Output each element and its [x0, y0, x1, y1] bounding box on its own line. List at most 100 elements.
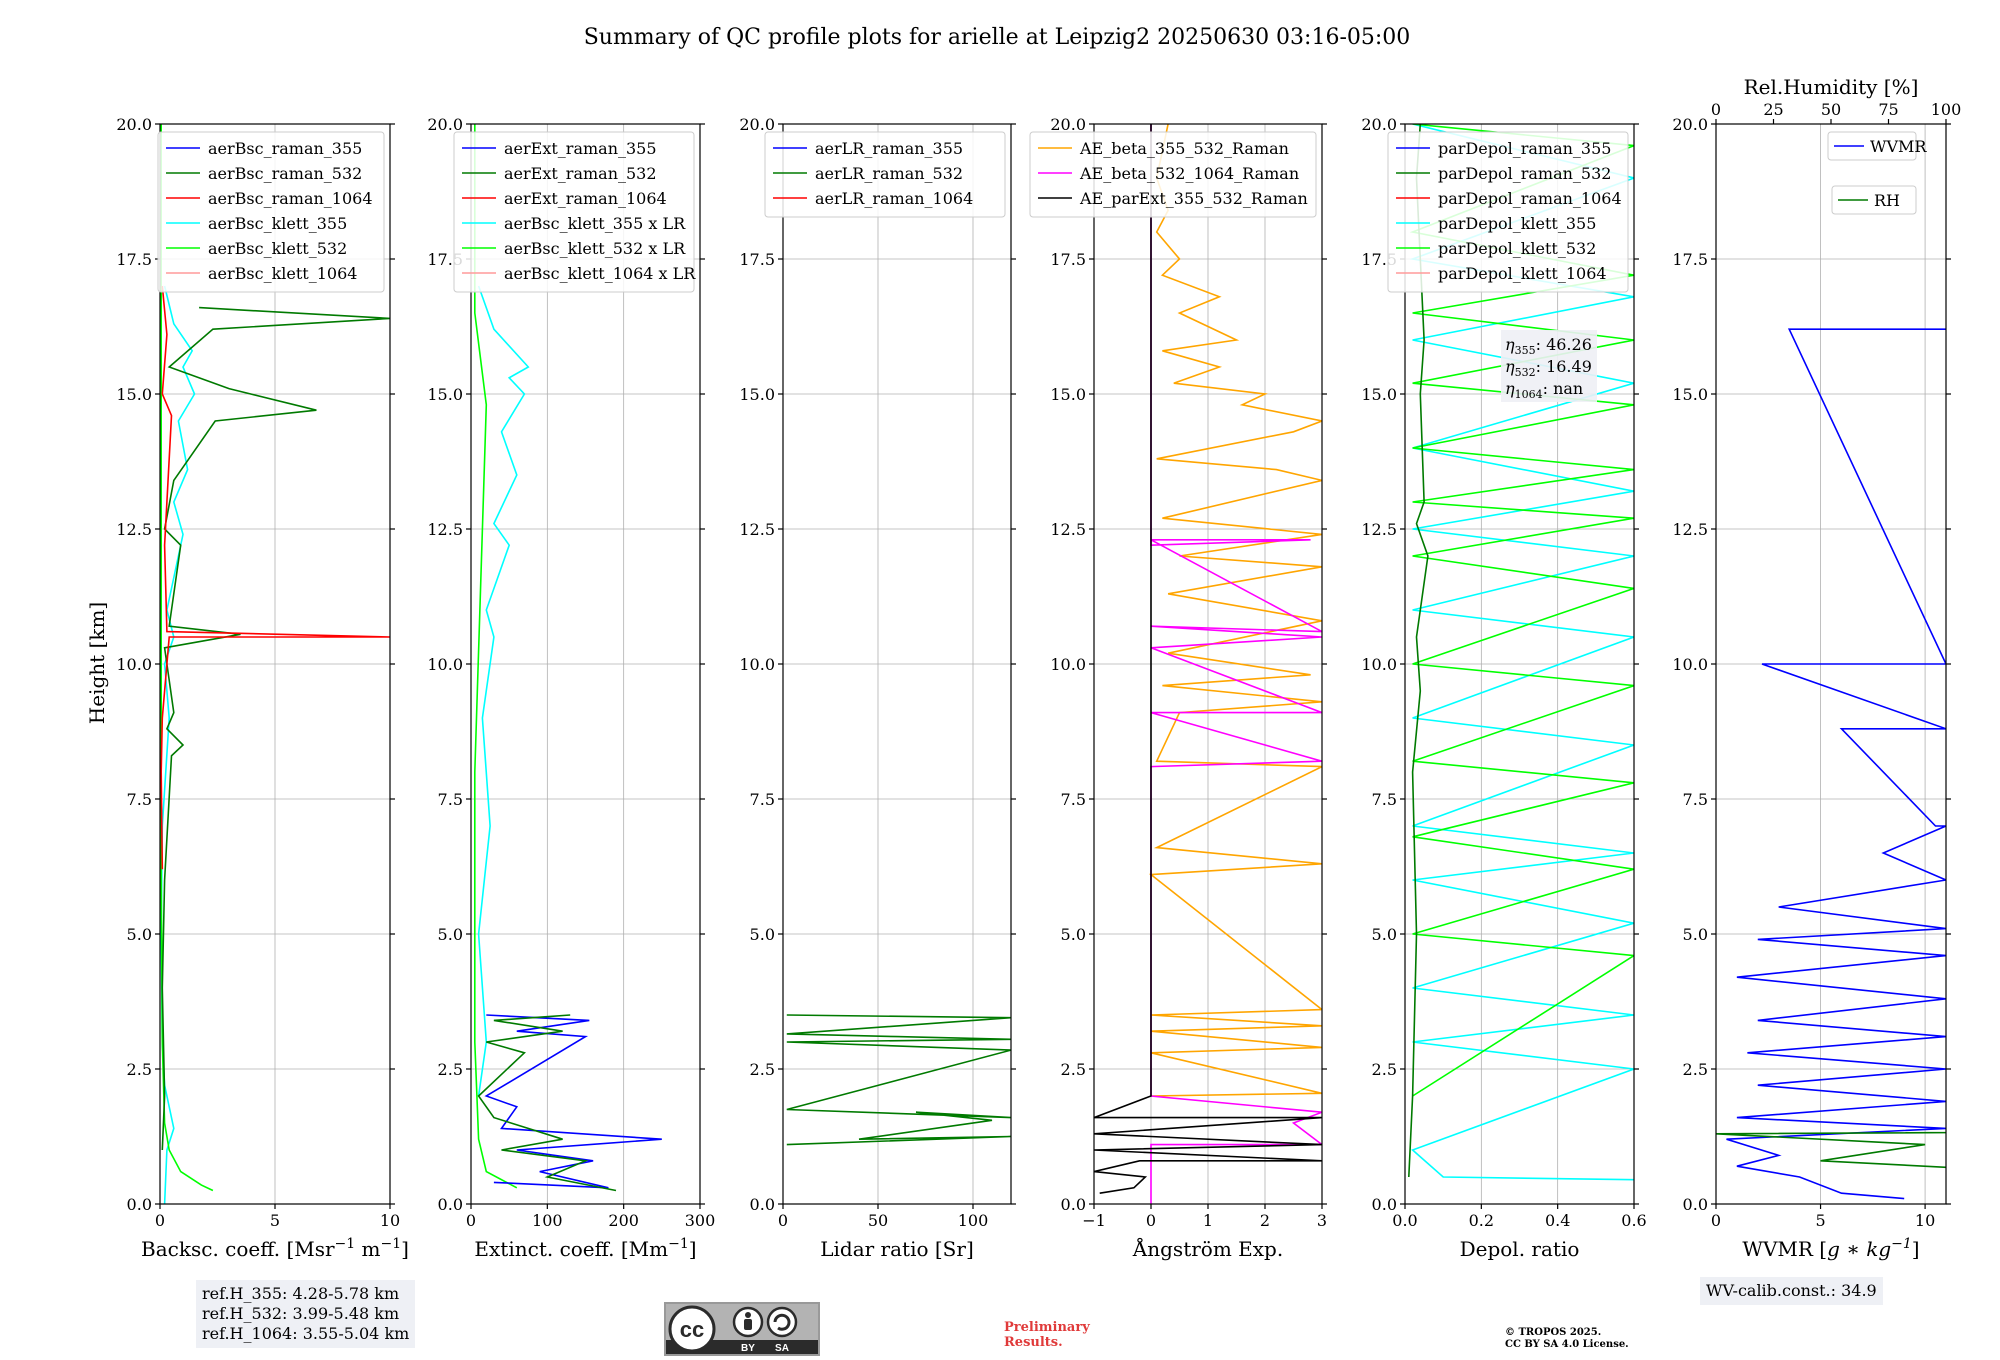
xtick-label: 0	[466, 1211, 476, 1230]
eta-value: : nan	[1543, 379, 1584, 398]
legend-label: aerBsc_klett_355 x LR	[504, 214, 686, 233]
legend-label: parDepol_klett_532	[1438, 239, 1596, 258]
legend-label: aerBsc_raman_355	[208, 139, 362, 158]
legend: aerBsc_raman_355 aerBsc_raman_532 aerBsc_r…	[157, 131, 385, 293]
ref-height-355: ref.H_355: 4.28-5.78 km	[202, 1284, 400, 1303]
series-aerBsc_klett_532 x LR	[473, 124, 518, 1189]
series-aerExt_raman_355	[484, 1014, 662, 1189]
wv-calibration-constant: WV-calib.const.: 34.9	[1706, 1281, 1877, 1300]
xtick-label: 0.6	[1621, 1211, 1646, 1230]
panel-depol: 0.02.55.07.510.012.515.017.520.00.0 0.2 0.…	[1361, 115, 1646, 1261]
ytick-label: 15.0	[1672, 385, 1708, 404]
legend-box	[1387, 131, 1629, 293]
ytick-label: 7.5	[750, 790, 775, 809]
copyright-note: © TROPOS 2025. CC BY SA 4.0 License.	[1505, 1327, 1629, 1351]
data-layer	[473, 124, 662, 1192]
eta-value: : 16.49	[1536, 357, 1592, 376]
ytick-label: 2.5	[1683, 1060, 1708, 1079]
ytick-label: 0.0	[1683, 1195, 1708, 1214]
figure-title: Summary of QC profile plots for arielle …	[584, 25, 1411, 50]
reference-height-box: ref.H_355: 4.28-5.78 km ref.H_532: 3.99-…	[196, 1280, 416, 1348]
x-axis-label: Lidar ratio [Sr]	[820, 1237, 974, 1261]
ytick-label: 12.5	[427, 520, 463, 539]
series-aerBsc_klett_532	[160, 124, 214, 1192]
eta-1064: η1064: nan	[1505, 379, 1583, 401]
ytick-label: 15.0	[1050, 385, 1086, 404]
ytick-label: 5.0	[127, 925, 152, 944]
x-axis-label: Depol. ratio	[1460, 1237, 1580, 1261]
legend: parDepol_raman_355 parDepol_raman_532 parD…	[1387, 131, 1629, 293]
top-xtick-label: 50	[1821, 100, 1841, 119]
data-layer	[1716, 328, 1946, 1200]
legend-box	[1029, 131, 1317, 218]
copyright-line-1: © TROPOS 2025.	[1505, 1327, 1602, 1338]
series-aerExt_raman_532	[477, 1014, 617, 1192]
series-parDepol_klett_355	[1409, 124, 1634, 1181]
x-axis-label: Ångström Exp.	[1132, 1236, 1283, 1261]
xtick-label: 3	[1317, 1211, 1327, 1230]
ytick-label: 0.0	[1372, 1195, 1397, 1214]
ytick-label: 12.5	[116, 520, 152, 539]
cc-circle-icon	[668, 1305, 716, 1353]
legend-label: parDepol_raman_355	[1438, 139, 1611, 158]
panel-bsc: 0.0 2.5 5.0 7.5 10.0 12.5 15.0 17.5 20.0 0 5 10 Back…	[116, 115, 409, 1261]
xtick-label: −1	[1082, 1211, 1106, 1230]
series-AE_beta_532_1064_Raman	[1150, 124, 1322, 1204]
data-layer	[160, 124, 390, 1204]
x-axis-label-part: Lidar ratio [Sr]	[820, 1237, 974, 1261]
series-parDepol_raman_532	[1408, 124, 1429, 1178]
cc-license-badge: cc BY SA	[664, 1302, 820, 1356]
ytick-label: 20.0	[1050, 115, 1086, 134]
series-aerBsc_raman_532	[161, 306, 390, 1151]
x-axis-label-part: Backsc. coeff. [Msr	[141, 1237, 335, 1261]
ytick-label: 10.0	[1672, 655, 1708, 674]
x-axis-label-part: m	[355, 1237, 380, 1261]
legend-box	[764, 131, 1006, 218]
legend-label: aerBsc_klett_532 x LR	[504, 239, 686, 258]
cc-by-label: BY	[741, 1343, 755, 1354]
xtick-label: 0	[155, 1211, 165, 1230]
legend: aerLR_raman_355 aerLR_raman_532 aerLR_rama…	[764, 131, 1006, 218]
legend-label: aerBsc_klett_1064	[208, 264, 357, 283]
xtick-label: 0.2	[1469, 1211, 1494, 1230]
x-axis-label-part: −1	[381, 1236, 402, 1252]
xtick-label: 100	[532, 1211, 563, 1230]
legend-label: aerBsc_klett_355	[208, 214, 347, 233]
ytick-label: 5.0	[750, 925, 775, 944]
ytick-label: 20.0	[1361, 115, 1397, 134]
ytick-label: 5.0	[1061, 925, 1086, 944]
legend-label: aerExt_raman_532	[504, 164, 657, 183]
ytick-label: 0.0	[1061, 1195, 1086, 1214]
data-layer	[1408, 124, 1634, 1181]
x-axis-label-part: WVMR [	[1742, 1237, 1827, 1261]
xtick-label: 0.4	[1545, 1211, 1570, 1230]
eta-value: : 46.26	[1536, 335, 1592, 354]
ytick-label: 20.0	[1672, 115, 1708, 134]
eta-532: η532: 16.49	[1505, 357, 1592, 379]
panel-ext: 0.02.55.07.510.012.515.017.520.00 100 200 3…	[427, 115, 715, 1261]
x-axis-label: Extinct. coeff. [Mm−1]	[474, 1236, 696, 1261]
ref-height-532: ref.H_532: 3.99-5.48 km	[202, 1304, 400, 1323]
xtick-label: 0.0	[1392, 1211, 1417, 1230]
xtick-label: 50	[868, 1211, 888, 1230]
series-AE_beta_355_532_Raman	[1148, 124, 1322, 1097]
x-axis-label: Backsc. coeff. [Msr−1 m−1]	[141, 1236, 409, 1261]
ytick-label: 17.5	[739, 250, 775, 269]
ytick-label: 17.5	[1672, 250, 1708, 269]
ytick-label: 15.0	[427, 385, 463, 404]
top-x-axis-label: Rel.Humidity [%]	[1744, 75, 1919, 99]
ytick-label: 0.0	[750, 1195, 775, 1214]
ytick-label: 20.0	[739, 115, 775, 134]
xtick-label: 5	[270, 1211, 280, 1230]
copyright-line-2: CC BY SA 4.0 License.	[1505, 1339, 1629, 1350]
ytick-label: 10.0	[739, 655, 775, 674]
top-xtick-label: 0	[1711, 100, 1721, 119]
xtick-label: 2	[1260, 1211, 1270, 1230]
ytick-label: 5.0	[1372, 925, 1397, 944]
data-layer	[786, 1014, 1011, 1146]
legend-label: aerLR_raman_355	[815, 139, 963, 158]
top-xtick-label: 100	[1931, 100, 1962, 119]
legend: AE_beta_355_532_Raman AE_beta_532_1064_Ra…	[1029, 131, 1317, 218]
ytick-label: 2.5	[438, 1060, 463, 1079]
